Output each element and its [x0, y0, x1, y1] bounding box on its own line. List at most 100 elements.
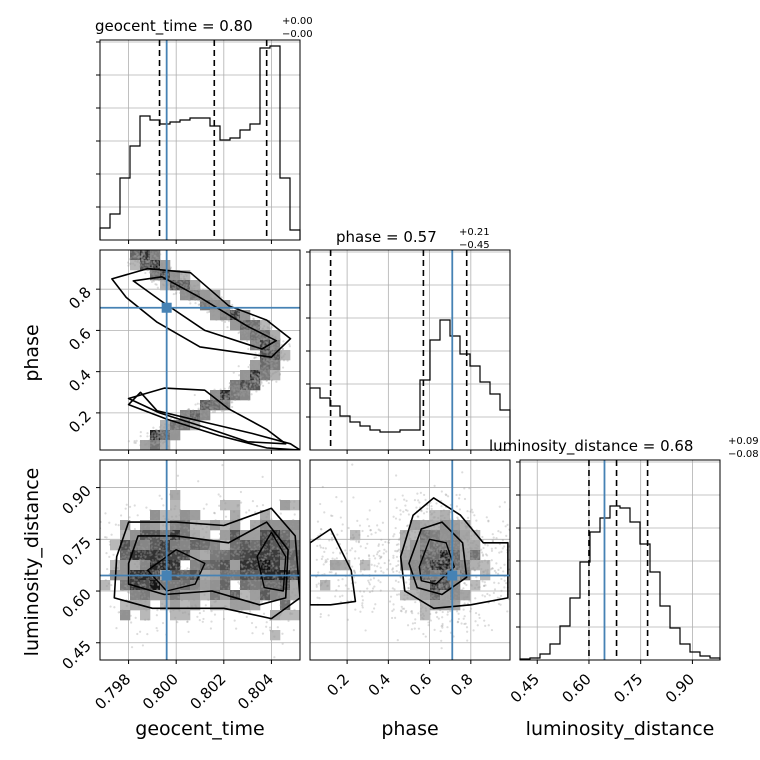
sample-point [167, 432, 170, 436]
sample-point [397, 548, 401, 551]
sample-point [405, 499, 408, 502]
sample-point [259, 589, 262, 592]
sample-point [232, 323, 235, 326]
sample-point [190, 605, 193, 608]
sample-point [252, 326, 255, 329]
sample-point [137, 550, 140, 554]
sample-point [161, 433, 165, 436]
sample-point [398, 537, 401, 540]
sample-point [209, 627, 212, 630]
sample-point [178, 556, 181, 559]
sample-point [259, 362, 262, 365]
sample-point [405, 609, 408, 613]
sample-point [240, 313, 243, 316]
sample-point [243, 576, 247, 579]
sample-point [148, 250, 151, 253]
sample-point [130, 558, 133, 561]
sample-point [415, 556, 418, 559]
sample-point [133, 578, 137, 581]
sample-point [154, 262, 157, 265]
sample-point [430, 563, 433, 567]
sample-point [240, 544, 244, 547]
sample-point [228, 547, 231, 550]
sample-point [243, 580, 246, 584]
sample-point [271, 346, 274, 350]
sample-point [374, 569, 377, 573]
panel-border [519, 459, 721, 661]
sample-point [437, 577, 440, 580]
sample-point [394, 579, 398, 582]
density-cell [120, 560, 131, 571]
sample-point [142, 250, 145, 253]
sample-point [250, 561, 253, 564]
sample-point [233, 309, 236, 312]
sample-point [270, 348, 273, 351]
sample-point [260, 338, 263, 341]
sample-point [129, 256, 133, 259]
sample-point [160, 563, 163, 566]
sample-point [198, 410, 202, 413]
sample-point [265, 621, 268, 624]
sample-point [160, 271, 163, 275]
density-cell [430, 580, 441, 591]
sample-point [262, 598, 265, 601]
sample-point [184, 272, 187, 275]
sample-point [246, 330, 249, 333]
sample-point [254, 598, 257, 601]
sample-point [186, 413, 189, 416]
sample-point [133, 256, 137, 259]
sample-point [283, 530, 286, 534]
sample-point [448, 523, 451, 526]
sample-point [157, 543, 160, 546]
sample-point [250, 372, 253, 375]
sample-point [278, 372, 282, 376]
sample-point [131, 576, 134, 579]
sample-point [206, 403, 209, 407]
sample-point [291, 548, 295, 551]
sample-point [205, 296, 208, 299]
sample-point [133, 562, 137, 566]
sample-point [201, 302, 204, 306]
sample-point [106, 567, 109, 571]
sample-point [184, 283, 187, 286]
sample-point [490, 559, 493, 562]
sample-point [435, 585, 438, 588]
density-cell [180, 410, 191, 421]
sample-point [213, 600, 216, 603]
sample-point [168, 272, 171, 275]
sample-point [163, 561, 166, 564]
sample-point [126, 261, 130, 264]
sample-point [416, 591, 419, 594]
sample-point [259, 533, 263, 536]
sample-point [473, 568, 476, 572]
sample-point [148, 266, 151, 269]
sample-point [186, 620, 189, 623]
sample-point [486, 570, 489, 574]
sample-point [177, 437, 180, 440]
sample-point [414, 587, 417, 590]
sample-point [253, 373, 256, 376]
sample-point [276, 626, 279, 629]
sample-point [289, 552, 292, 556]
sample-point [250, 323, 253, 326]
sample-point [429, 549, 432, 552]
sample-point [380, 538, 383, 541]
sample-point [182, 275, 186, 278]
sample-point [238, 384, 241, 387]
sample-point [248, 386, 252, 389]
sample-point [278, 338, 281, 341]
sample-point [170, 430, 174, 433]
sample-point [125, 542, 128, 545]
sample-point [444, 576, 447, 579]
sample-point [156, 569, 159, 572]
sample-point [225, 393, 228, 396]
sample-point [339, 552, 342, 555]
sample-point [170, 515, 174, 518]
sample-point [240, 389, 243, 392]
sample-point [405, 560, 408, 564]
sample-point [423, 565, 426, 568]
sample-point [414, 536, 417, 539]
sample-point [254, 579, 257, 582]
sample-point [265, 543, 268, 546]
sample-point [121, 533, 124, 536]
